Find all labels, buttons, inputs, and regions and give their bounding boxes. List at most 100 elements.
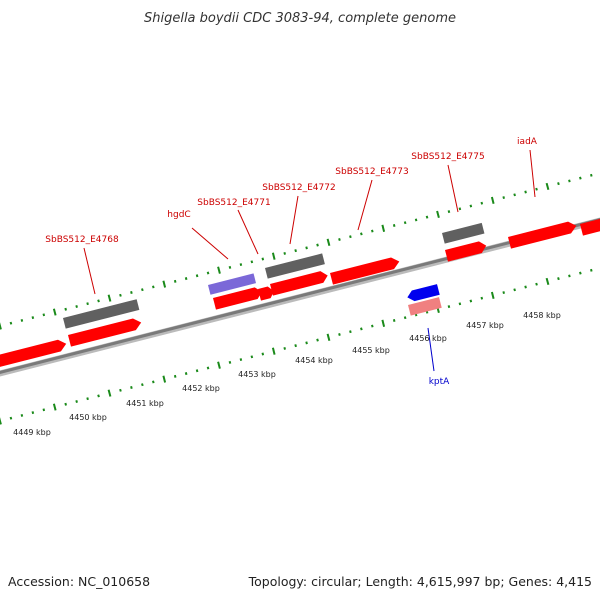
gene-label-hgdc[interactable]: hgdC xyxy=(167,210,190,220)
minor-tick xyxy=(480,296,484,300)
scale-label: 4457 kbp xyxy=(466,321,504,330)
gene-feature-light[interactable] xyxy=(408,297,442,316)
minor-tick xyxy=(392,224,396,227)
minor-tick xyxy=(414,218,418,222)
gene-label-sbbs512-e4768[interactable]: SbBS512_E4768 xyxy=(45,235,119,245)
scale-label: 4449 kbp xyxy=(13,428,51,437)
minor-tick xyxy=(294,249,297,253)
minor-tick xyxy=(579,176,582,180)
minor-tick xyxy=(557,182,560,186)
gene-arrow-forward[interactable] xyxy=(68,317,143,347)
gene-feature-purple[interactable] xyxy=(208,273,257,295)
major-tick xyxy=(0,417,2,425)
minor-tick xyxy=(403,316,407,320)
minor-tick xyxy=(261,257,265,261)
minor-tick xyxy=(283,346,286,350)
minor-tick xyxy=(31,316,35,320)
gene-arrow-forward[interactable] xyxy=(445,240,488,262)
minor-tick xyxy=(75,305,78,308)
minor-tick xyxy=(590,173,593,177)
scale-label: 4453 kbp xyxy=(238,370,276,379)
genome-summary-text: Topology: circular; Length: 4,615,997 bp… xyxy=(248,574,592,589)
minor-tick xyxy=(338,333,341,336)
minor-tick xyxy=(579,271,582,275)
gene-arrow-forward[interactable] xyxy=(0,338,68,368)
gene-label-sbbs512-e4771[interactable]: SbBS512_E4771 xyxy=(197,198,270,208)
minor-tick xyxy=(502,291,505,295)
minor-tick xyxy=(206,366,210,370)
major-tick xyxy=(0,322,2,330)
minor-tick xyxy=(458,302,462,306)
minor-tick xyxy=(480,201,484,205)
upper-tick-track xyxy=(0,173,593,330)
minor-tick xyxy=(228,360,232,364)
gene-arrow-forward[interactable] xyxy=(330,256,401,285)
gene-label-iada[interactable]: iadA xyxy=(517,137,538,147)
major-tick xyxy=(545,277,550,286)
gene-feature-dark[interactable] xyxy=(62,299,140,329)
minor-tick xyxy=(42,313,46,317)
minor-tick xyxy=(152,285,155,289)
minor-tick xyxy=(447,305,451,309)
minor-tick xyxy=(130,291,133,294)
major-tick xyxy=(107,389,112,397)
minor-tick xyxy=(64,402,67,406)
scale-label: 4450 kbp xyxy=(69,413,107,422)
gene-feature-dark[interactable] xyxy=(442,222,485,244)
minor-tick xyxy=(557,277,560,281)
minor-tick xyxy=(392,319,396,322)
gene-feature-dark[interactable] xyxy=(265,253,325,279)
gene-arrow-forward[interactable] xyxy=(213,286,263,310)
minor-tick xyxy=(119,293,122,297)
minor-tick xyxy=(9,321,13,325)
minor-tick xyxy=(250,260,254,264)
scale-label: 4455 kbp xyxy=(352,346,390,355)
minor-tick xyxy=(513,288,516,292)
minor-tick xyxy=(130,386,133,389)
minor-tick xyxy=(294,344,297,348)
minor-tick xyxy=(469,299,473,303)
minor-tick xyxy=(97,394,100,398)
minor-tick xyxy=(283,251,286,255)
minor-tick xyxy=(239,358,243,362)
gene-arrow-forward[interactable] xyxy=(508,220,578,249)
scale-labels: 4449 kbp 4450 kbp 4451 kbp 4452 kbp 4453… xyxy=(13,311,561,437)
major-tick xyxy=(271,347,276,355)
minor-tick xyxy=(568,179,571,183)
gene-arrow-forward[interactable] xyxy=(258,285,275,301)
gene-arrow-reverse[interactable] xyxy=(406,284,440,303)
minor-tick xyxy=(338,238,341,241)
gene-arrow-forward[interactable] xyxy=(580,213,600,236)
gene-label-sbbs512-e4773[interactable]: SbBS512_E4773 xyxy=(335,167,408,177)
minor-tick xyxy=(173,279,177,283)
tick-tracks xyxy=(0,173,593,425)
minor-tick xyxy=(97,299,100,303)
minor-tick xyxy=(228,265,232,269)
scale-label: 4452 kbp xyxy=(182,384,220,393)
minor-tick xyxy=(568,274,571,278)
minor-tick xyxy=(206,271,210,275)
gene-arrow-forward[interactable] xyxy=(270,270,329,296)
minor-tick xyxy=(469,204,473,208)
major-tick xyxy=(217,361,221,369)
minor-tick xyxy=(305,246,308,250)
minor-tick xyxy=(316,243,319,247)
minor-tick xyxy=(184,372,188,376)
minor-tick xyxy=(535,187,538,191)
scale-label: 4451 kbp xyxy=(126,399,164,408)
label-leaders xyxy=(83,149,536,372)
minor-tick xyxy=(184,277,188,281)
minor-tick xyxy=(458,207,462,211)
gene-label-sbbs512-e4772[interactable]: SbBS512_E4772 xyxy=(262,183,335,193)
minor-tick xyxy=(86,397,89,401)
minor-tick xyxy=(195,369,199,373)
gene-label-kpta[interactable]: kptA xyxy=(429,377,450,387)
gene-label-sbbs512-e4775[interactable]: SbBS512_E4775 xyxy=(411,152,484,162)
major-tick xyxy=(545,182,550,191)
major-tick xyxy=(52,308,57,316)
scale-label: 4456 kbp xyxy=(409,334,447,343)
minor-tick xyxy=(349,330,352,334)
major-tick xyxy=(271,252,276,260)
minor-tick xyxy=(239,263,243,267)
